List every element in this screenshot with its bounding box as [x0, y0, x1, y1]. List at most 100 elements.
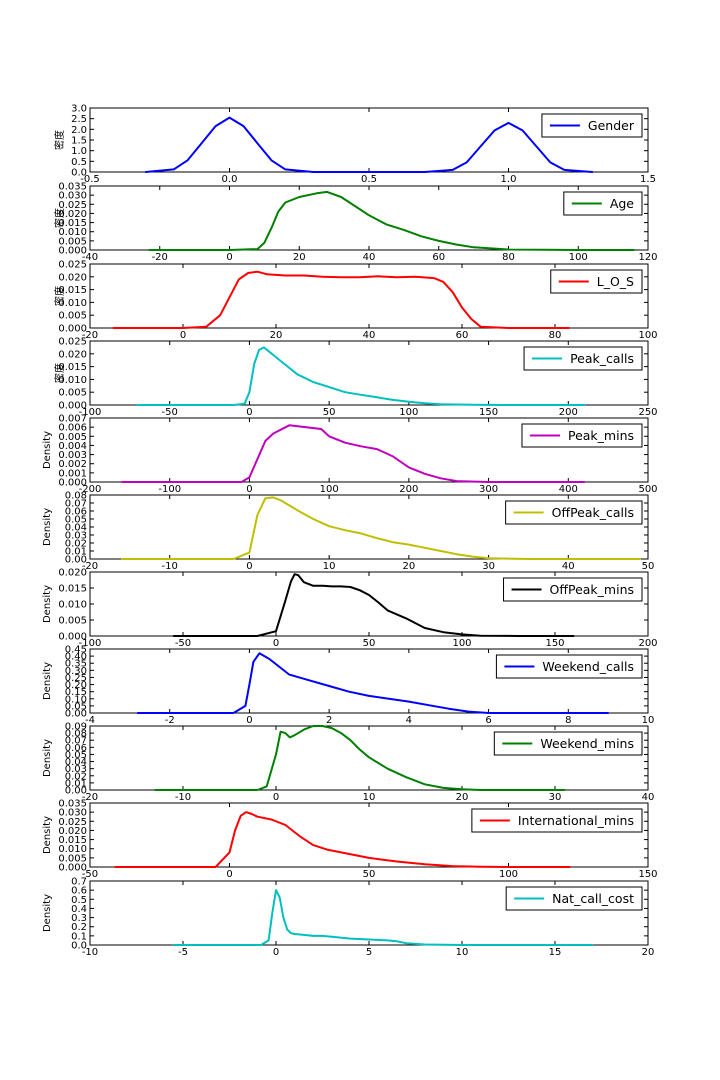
y-tick-label: 0.01 [65, 547, 87, 558]
y-tick-label: 3.0 [71, 104, 87, 115]
y-tick-label: 0.09 [65, 722, 87, 733]
x-tick-label: 15 [549, 947, 562, 958]
legend: OffPeak_calls [505, 500, 643, 525]
density-line-offpeak-calls [120, 496, 641, 560]
density-line-age [148, 190, 635, 251]
legend-label: Weekend_calls [542, 659, 634, 674]
x-tick-label: 250 [638, 407, 657, 418]
x-tick-label: 50 [363, 869, 376, 880]
legend: OffPeak_mins [503, 577, 643, 602]
panel-weekend-calls: -4 -2 0 2 4 6 8 100.000.050.100.150.200.250.300… [42, 645, 654, 727]
y-tick-label: 0.10 [65, 694, 87, 705]
y-tick-label: 0.020 [58, 272, 87, 283]
x-tick-label: 100 [399, 407, 418, 418]
density-line-weekend-mins [154, 725, 566, 791]
y-tick-label: 0.03 [65, 764, 87, 775]
legend-label: Nat_call_cost [552, 891, 634, 906]
legend-box [471, 808, 643, 833]
x-tick-label: -200 [79, 484, 102, 495]
legend-label: Peak_calls [570, 351, 634, 366]
y-tick-label: 0.025 [58, 260, 87, 271]
y-tick-label: 0.35 [65, 659, 87, 670]
x-tick-label: -100 [158, 484, 181, 495]
x-tick-label: 20 [293, 252, 306, 263]
legend: Peak_calls [523, 346, 643, 371]
y-tick-label: 0.030 [58, 191, 87, 202]
legend-label: L_O_S [597, 274, 634, 289]
legend: Weekend_mins [493, 731, 643, 756]
density-line-offpeak-mins [172, 573, 575, 637]
y-tick-label: 0.015 [58, 218, 87, 229]
x-tick-label: 200 [559, 407, 578, 418]
y-axis-label: 密度 [53, 208, 66, 228]
y-tick-label: 0.00 [65, 786, 87, 797]
y-tick-label: 0.020 [58, 826, 87, 837]
panel-l-o-s: -20 0 20 40 60 80 100 0.000 0.005 0.010 0.015 0.020… [53, 260, 658, 342]
x-tick-label: -100 [79, 407, 102, 418]
y-tick-label: 0.002 [58, 459, 87, 470]
x-tick-label: 40 [363, 330, 376, 341]
x-tick-label: 150 [638, 869, 657, 880]
panel-offpeak-mins: -100 -50 0 50 100 150 200 0.000 0.005 0.010 0.015 0… [42, 568, 658, 650]
legend-box [563, 191, 643, 216]
y-tick-label: 0.025 [58, 200, 87, 211]
x-tick-label: 0 [246, 561, 252, 572]
panel-age: -40 -20 0 20 40 60 80 100 120 0.0000.0050.0100.01… [53, 182, 658, 264]
panel-nat-call-cost: -10 -5 0 5 10 15 20 0.00.10.20.30.40.50.60.7 Den… [42, 877, 654, 959]
y-tick-label: 2.0 [71, 125, 87, 136]
y-tick-label: 0.005 [58, 853, 87, 864]
legend: Peak_mins [521, 423, 643, 448]
x-tick-label: 50 [323, 407, 336, 418]
y-tick-label: 0.40 [65, 652, 87, 663]
y-tick-label: 0.3 [71, 913, 87, 924]
x-tick-label: 10 [642, 715, 655, 726]
y-tick-label: 0.1 [71, 931, 87, 942]
y-axis-label: Density [42, 508, 53, 546]
x-tick-label: -20 [152, 252, 168, 263]
y-tick-label: 0.030 [58, 808, 87, 819]
x-tick-label: 50 [642, 561, 655, 572]
legend-box [523, 346, 643, 371]
y-tick-label: 0.02 [65, 771, 87, 782]
y-axis-label: 密度 [53, 286, 66, 306]
y-tick-label: 0.05 [65, 515, 87, 526]
x-tick-label: 200 [638, 638, 657, 649]
x-tick-label: 20 [270, 330, 283, 341]
legend-label: International_mins [518, 813, 634, 828]
y-tick-label: 0.003 [58, 450, 87, 461]
y-tick-label: 0.0 [71, 168, 87, 179]
x-tick-label: 40 [562, 561, 575, 572]
legend: International_mins [471, 808, 643, 833]
x-tick-label: -50 [82, 869, 98, 880]
y-tick-label: 0.20 [65, 680, 87, 691]
y-tick-label: 0.005 [58, 616, 87, 627]
x-tick-label: 30 [482, 561, 495, 572]
y-axis-label: 密度 [53, 130, 66, 150]
legend-label: Weekend_mins [540, 736, 634, 751]
legend-label: OffPeak_calls [552, 505, 634, 520]
x-tick-label: 200 [399, 484, 418, 495]
x-tick-label: -50 [162, 407, 178, 418]
y-tick-label: 0.020 [58, 568, 87, 579]
x-tick-label: 4 [406, 715, 412, 726]
x-tick-label: -40 [82, 252, 98, 263]
y-tick-label: 0.05 [65, 750, 87, 761]
y-tick-label: 0.025 [58, 337, 87, 348]
x-tick-label: 20 [402, 561, 415, 572]
x-tick-label: 10 [323, 561, 336, 572]
x-tick-label: 100 [320, 484, 339, 495]
y-tick-label: 0.08 [65, 491, 87, 502]
x-tick-label: 10 [363, 792, 376, 803]
y-tick-label: 0.010 [58, 844, 87, 855]
x-tick-label: -10 [175, 792, 191, 803]
y-tick-label: 0.06 [65, 743, 87, 754]
x-tick-label: 0 [246, 715, 252, 726]
legend-label: OffPeak_mins [550, 582, 634, 597]
y-tick-label: 0.7 [71, 877, 87, 888]
x-tick-label: -20 [82, 330, 98, 341]
x-tick-label: 0 [246, 484, 252, 495]
x-tick-label: -0.5 [80, 174, 100, 185]
y-tick-label: 0.025 [58, 817, 87, 828]
x-tick-label: 50 [363, 638, 376, 649]
